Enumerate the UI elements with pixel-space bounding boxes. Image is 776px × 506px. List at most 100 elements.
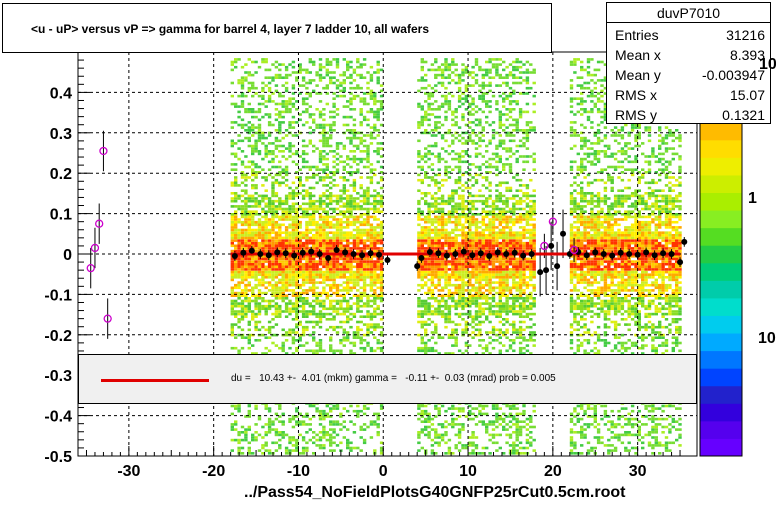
- heat-cell: [305, 223, 309, 227]
- heat-cell: [464, 446, 469, 450]
- heat-cell: [440, 247, 445, 250]
- heat-cell: [329, 415, 333, 418]
- heat-cell: [254, 244, 258, 248]
- heat-cell: [251, 257, 255, 261]
- heat-cell: [468, 155, 472, 158]
- heat-cell: [267, 249, 272, 253]
- heat-cell: [464, 234, 469, 237]
- heat-cell: [366, 210, 370, 213]
- heat-cell: [339, 189, 343, 192]
- heat-cell: [454, 328, 458, 332]
- heat-cell: [481, 255, 485, 258]
- heat-cell: [291, 241, 296, 245]
- heat-cell: [417, 247, 421, 250]
- heat-cell: [451, 110, 455, 114]
- heat-cell: [230, 331, 234, 334]
- heat-cell: [339, 249, 343, 253]
- heat-cell: [284, 339, 289, 342]
- heat-cell: [318, 199, 323, 203]
- heat-cell: [295, 297, 299, 300]
- heat-cell: [234, 192, 238, 195]
- heat-cell: [278, 102, 282, 106]
- heat-cell: [349, 194, 353, 198]
- heat-cell: [362, 199, 367, 203]
- heat-cell: [281, 278, 285, 282]
- heat-cell: [244, 276, 248, 279]
- heat-cell: [352, 184, 357, 187]
- heat-cell: [481, 202, 485, 206]
- heat-cell: [329, 273, 333, 276]
- heat-cell: [444, 94, 448, 98]
- heat-cell: [230, 302, 234, 305]
- heat-cell: [461, 205, 465, 208]
- heat-cell: [346, 331, 350, 334]
- heat-cell: [444, 431, 448, 434]
- heat-cell: [424, 115, 428, 119]
- heat-cell: [339, 205, 343, 208]
- heat-cell: [291, 181, 296, 185]
- heat-cell: [434, 89, 438, 93]
- heat-cell: [315, 352, 319, 355]
- heat-cell: [264, 265, 268, 269]
- heat-cell: [308, 257, 312, 261]
- heat-cell: [230, 126, 234, 129]
- heat-cell: [457, 157, 462, 161]
- heat-cell: [430, 270, 435, 274]
- heat-cell: [230, 236, 234, 240]
- heat-cell: [305, 160, 309, 164]
- heat-cell: [295, 218, 299, 221]
- heat-cell: [461, 210, 465, 213]
- heat-cell: [478, 297, 482, 300]
- heat-cell: [305, 349, 309, 353]
- heat-cell: [440, 315, 445, 318]
- heat-cell: [346, 333, 350, 337]
- heat-cell: [488, 249, 492, 253]
- heat-cell: [437, 210, 441, 213]
- heat-cell: [295, 171, 299, 174]
- heat-cell: [454, 115, 458, 119]
- heat-cell: [234, 234, 238, 237]
- heat-cell: [284, 231, 289, 234]
- heat-cell: [267, 123, 272, 127]
- heat-cell: [274, 108, 279, 111]
- heat-cell: [485, 278, 489, 282]
- heat-cell: [427, 157, 431, 161]
- heat-cell: [308, 168, 312, 171]
- heat-cell: [437, 302, 441, 305]
- heat-cell: [284, 157, 289, 161]
- heat-cell: [234, 220, 238, 224]
- heat-cell: [271, 228, 275, 232]
- heat-cell: [257, 283, 262, 287]
- heat-cell: [274, 207, 279, 211]
- heat-cell: [261, 304, 265, 308]
- heat-cell: [366, 228, 370, 232]
- heat-cell: [234, 302, 238, 305]
- heat-cell: [274, 220, 279, 224]
- heat-cell: [369, 241, 374, 245]
- heat-cell: [305, 210, 309, 213]
- heat-cell: [359, 150, 363, 153]
- heat-cell: [322, 142, 326, 145]
- heat-cell: [356, 131, 360, 135]
- heat-cell: [440, 244, 445, 248]
- heat-cell: [257, 312, 262, 316]
- heat-cell: [305, 236, 309, 240]
- heat-cell: [322, 226, 326, 229]
- heat-cell: [427, 420, 431, 423]
- heat-cell: [288, 102, 292, 106]
- heat-cell: [261, 268, 265, 271]
- heat-cell: [342, 339, 346, 342]
- heat-cell: [434, 181, 438, 185]
- heat-cell: [379, 171, 384, 174]
- heat-cell: [247, 446, 251, 450]
- heat-cell: [284, 65, 289, 69]
- heat-cell: [424, 239, 428, 242]
- heat-cell: [288, 142, 292, 145]
- heat-cell: [257, 205, 262, 208]
- heat-cell: [346, 189, 350, 192]
- heat-cell: [288, 215, 292, 219]
- heat-cell: [278, 76, 282, 79]
- heat-cell: [417, 441, 421, 445]
- heat-cell: [420, 346, 424, 350]
- heat-cell: [464, 276, 469, 279]
